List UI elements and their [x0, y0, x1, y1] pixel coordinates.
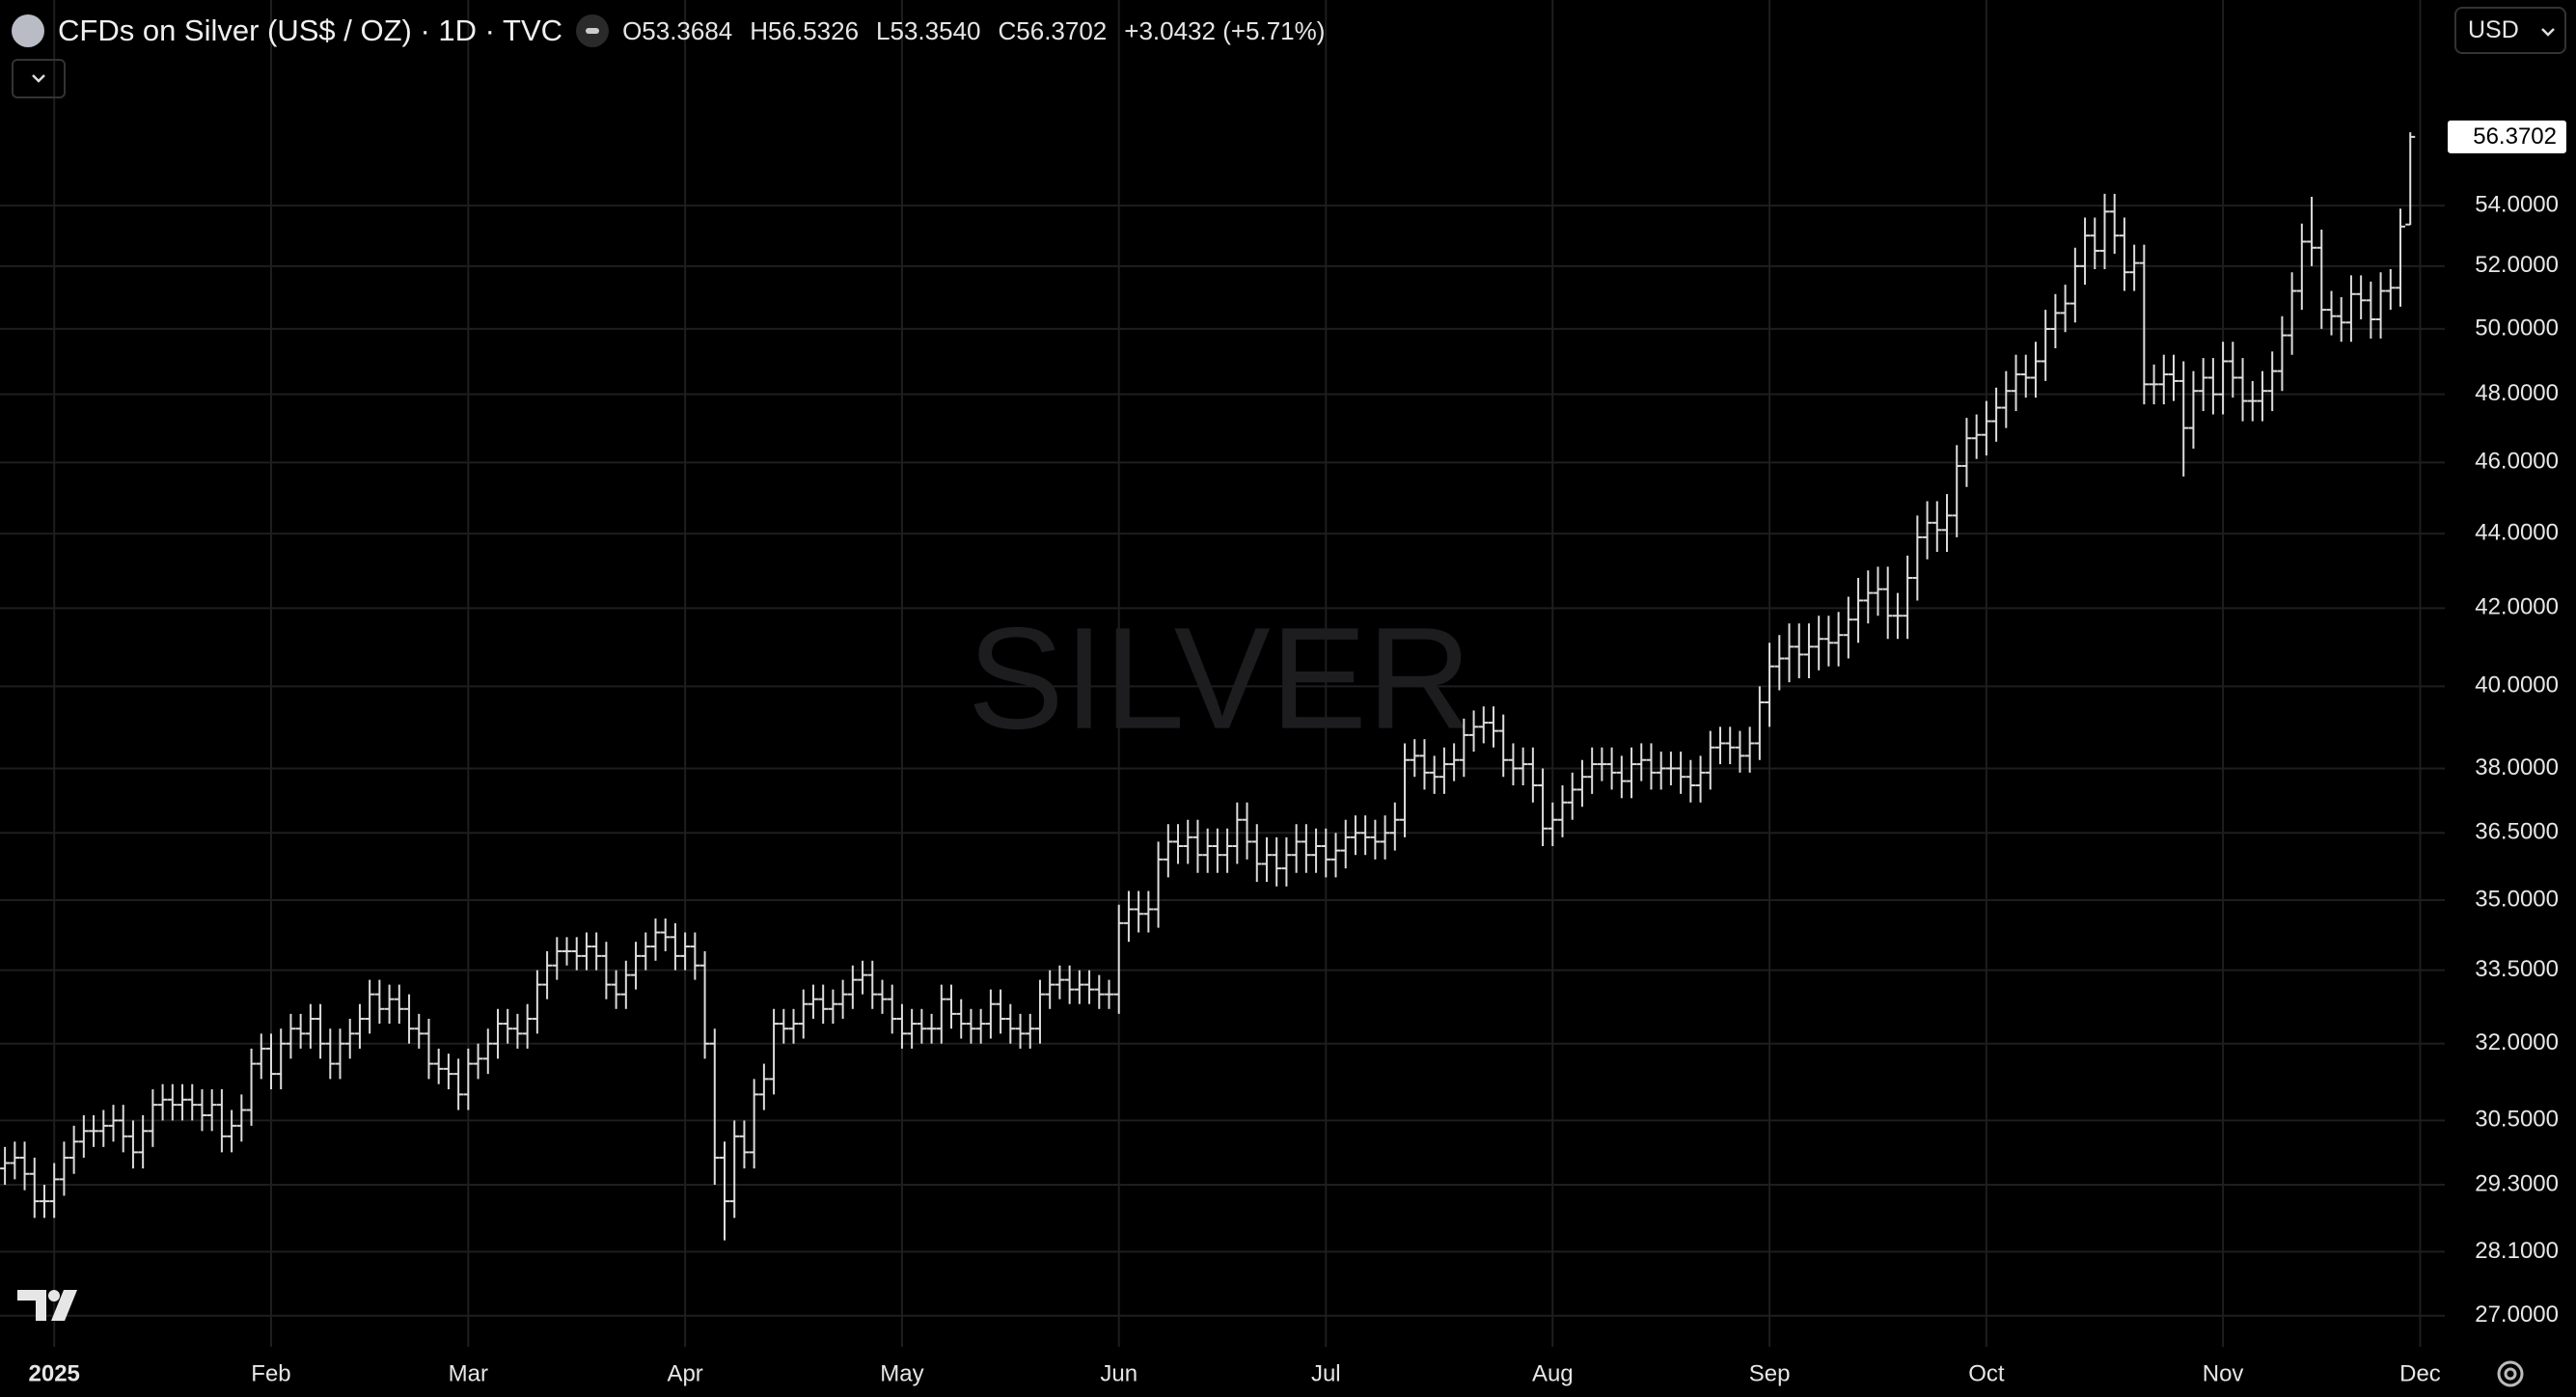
last-price-box — [2448, 120, 2566, 153]
symbol-logo — [12, 14, 44, 47]
ohlc-close: C56.3702 — [998, 15, 1108, 45]
x-tick-label: Feb — [251, 1360, 290, 1386]
y-tick-label: 32.0000 — [2475, 1029, 2559, 1055]
y-tick-label: 46.0000 — [2475, 449, 2559, 475]
collapse-button[interactable] — [12, 59, 66, 98]
y-tick-label: 33.5000 — [2475, 956, 2559, 982]
currency-select[interactable]: USD — [2454, 7, 2566, 54]
y-tick-label: 29.3000 — [2475, 1170, 2559, 1196]
market-status[interactable] — [576, 14, 610, 47]
symbol-title[interactable]: CFDs on Silver (US$ / OZ) · 1D · TVC — [58, 14, 563, 47]
x-tick-label: Dec — [2399, 1360, 2441, 1386]
y-tick-label: 50.0000 — [2475, 315, 2559, 341]
x-tick-label: Jul — [1311, 1360, 1341, 1386]
watermark: SILVER — [968, 597, 1471, 759]
x-tick-label: Sep — [1749, 1360, 1791, 1386]
ohlc-values: O53.3684 H56.5326 L53.3540 C56.3702 +3.0… — [622, 16, 1325, 46]
x-tick-label: Mar — [449, 1360, 488, 1386]
y-tick-label: 30.5000 — [2475, 1107, 2559, 1133]
ohlc-low: L53.3540 — [876, 15, 981, 45]
ohlc-change: +3.0432 (+5.71%) — [1124, 15, 1326, 45]
y-tick-label: 44.0000 — [2475, 519, 2559, 545]
chevron — [32, 74, 45, 83]
tv-logo — [17, 1290, 77, 1321]
y-tick-label: 36.5000 — [2475, 819, 2559, 845]
y-tick-label: 28.1000 — [2475, 1238, 2559, 1264]
y-tick-label: 27.0000 — [2475, 1301, 2559, 1328]
y-tick-label: 42.0000 — [2475, 594, 2559, 620]
x-tick-label: Oct — [1968, 1360, 2005, 1386]
ohlc-open: O53.3684 — [622, 15, 733, 45]
y-tick-label: 35.0000 — [2475, 886, 2559, 912]
settings-icon[interactable] — [2497, 1360, 2524, 1387]
x-tick-label: May — [880, 1360, 923, 1386]
x-tick-label: Aug — [1532, 1360, 1574, 1386]
x-tick-label: 2025 — [29, 1360, 80, 1386]
y-tick-label: 40.0000 — [2475, 672, 2559, 698]
currency-label: USD — [2468, 16, 2519, 43]
y-tick-label: 54.0000 — [2475, 192, 2559, 218]
chevron — [2541, 28, 2555, 37]
ohlc-high: H56.5326 — [750, 15, 860, 45]
x-tick-label: Jun — [1100, 1360, 1137, 1386]
x-tick-label: Apr — [667, 1360, 702, 1386]
y-tick-label: 52.0000 — [2475, 252, 2559, 278]
header: CFDs on Silver (US$ / OZ) · 1D · TVC O53… — [12, 12, 1325, 50]
y-tick-label: 48.0000 — [2475, 380, 2559, 406]
x-tick-label: Nov — [2203, 1360, 2244, 1386]
y-tick-label: 38.0000 — [2475, 754, 2559, 781]
last-price-label: 56.3702 — [2473, 123, 2557, 150]
